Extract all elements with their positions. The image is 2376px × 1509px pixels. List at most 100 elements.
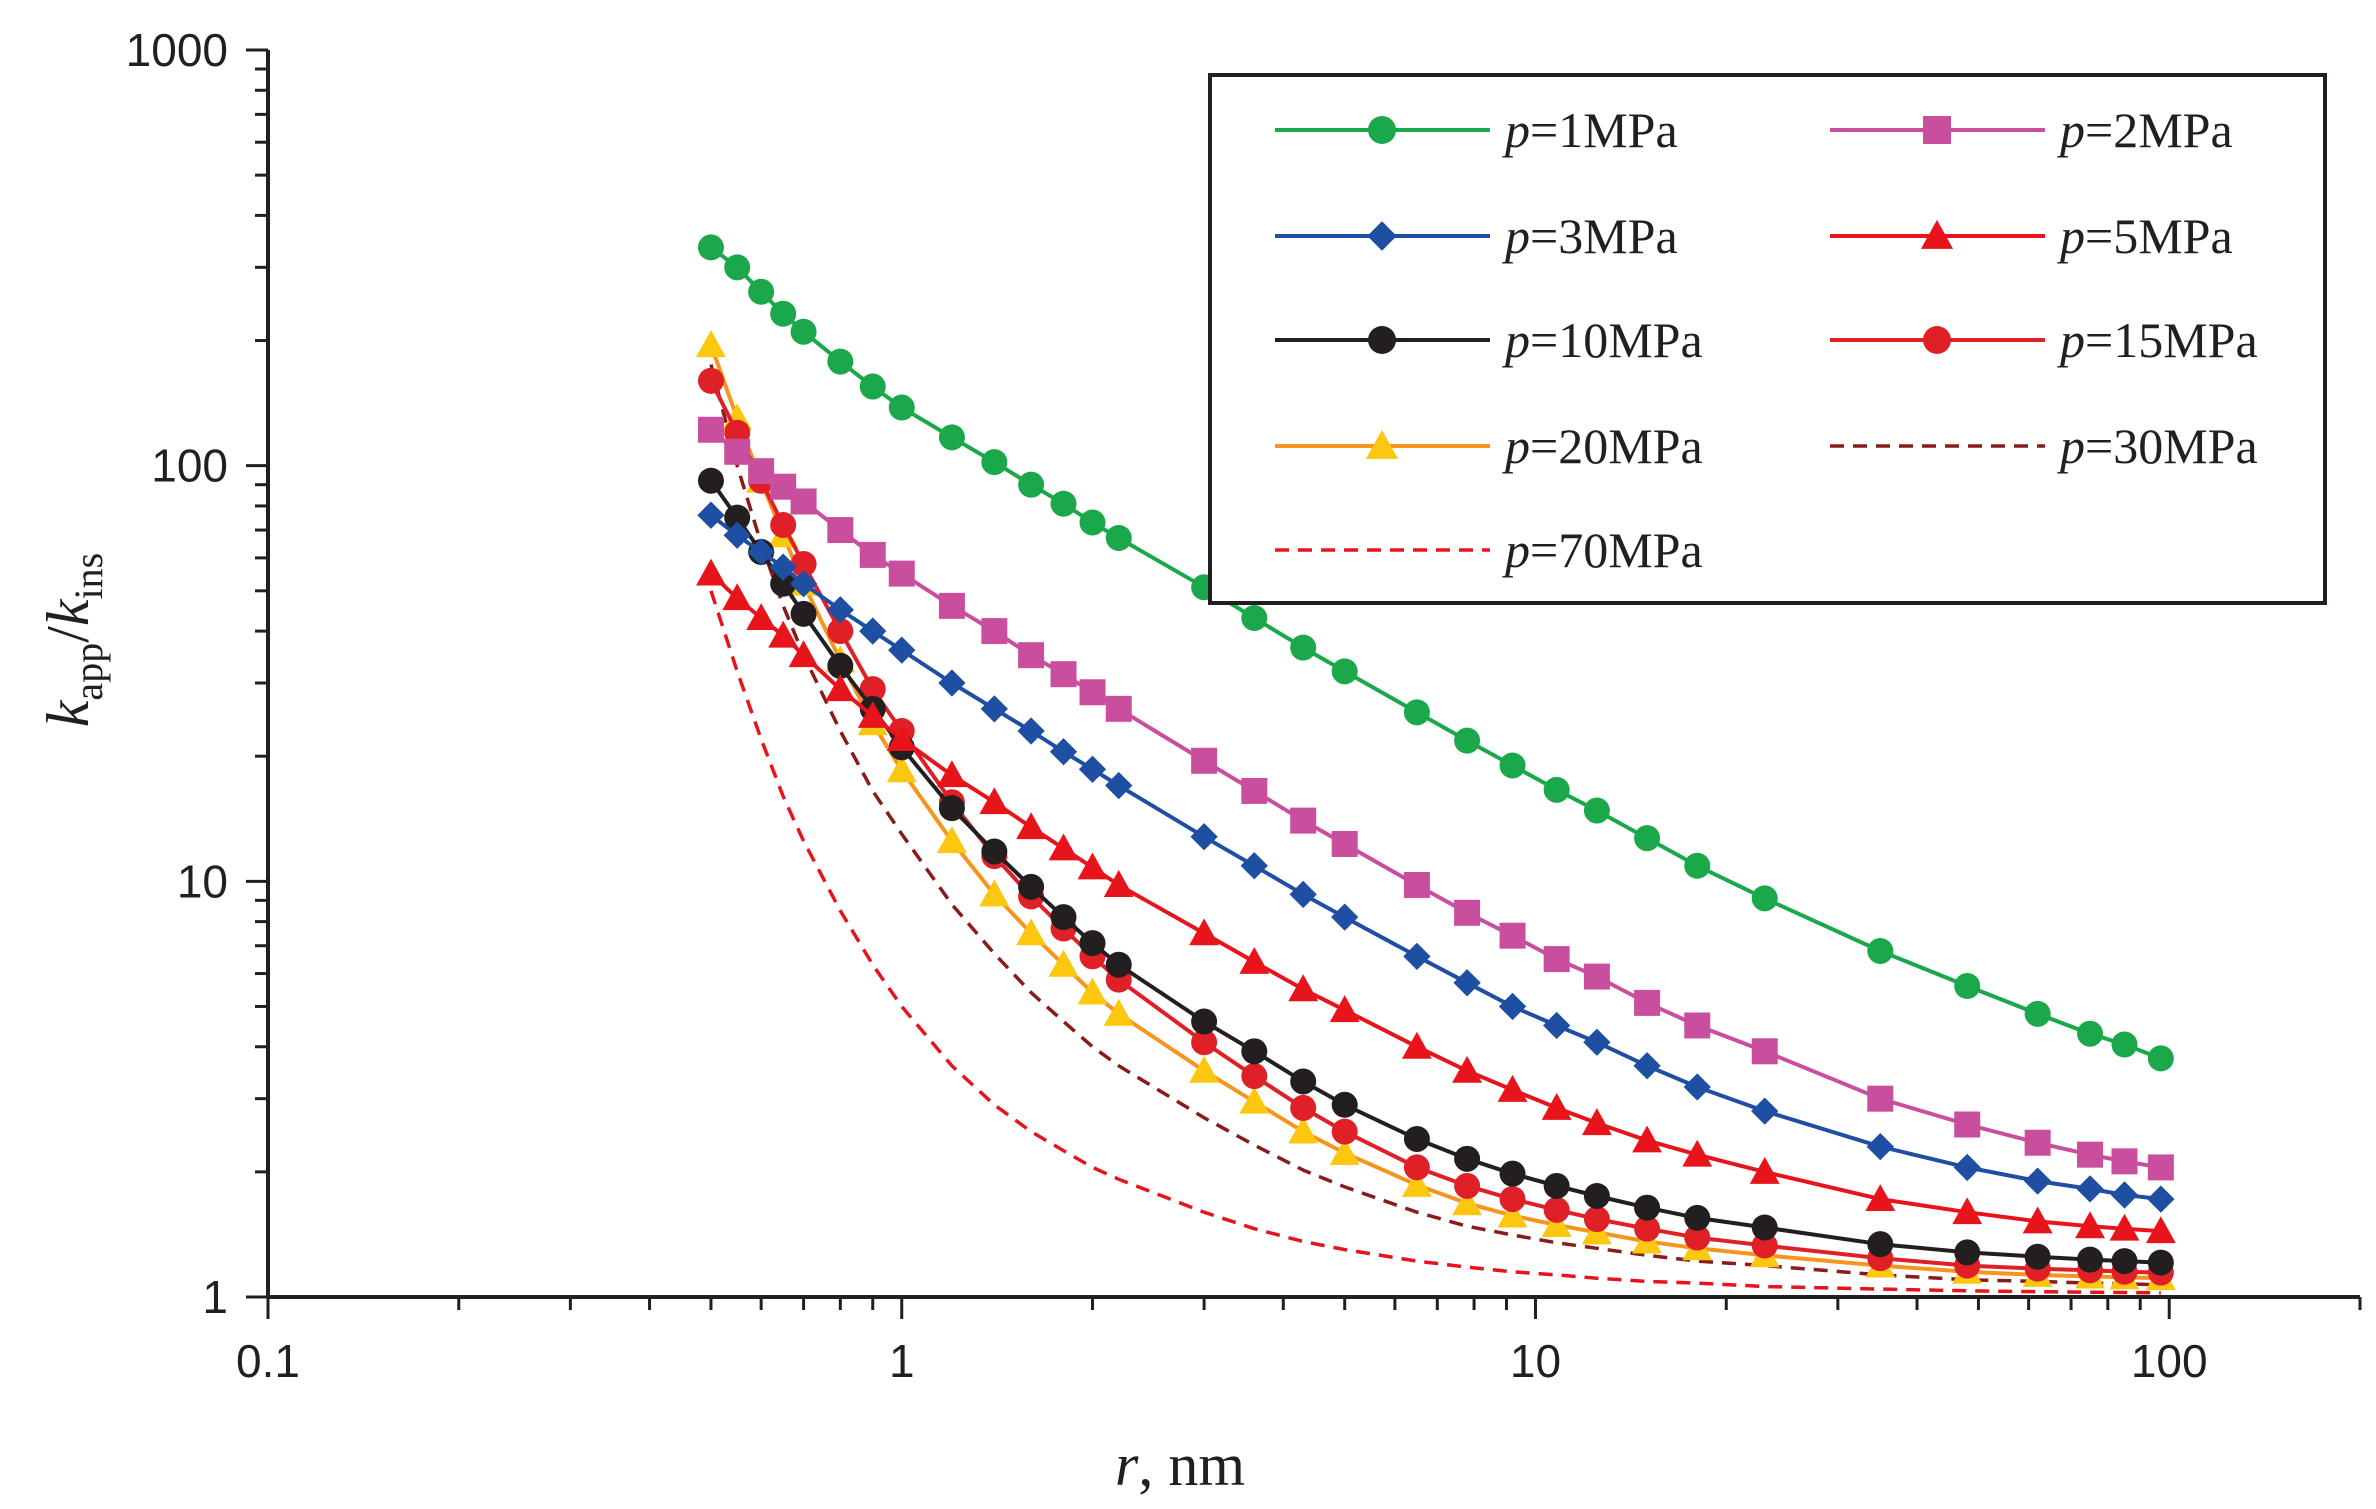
data-point xyxy=(1103,998,1134,1026)
legend-label: p=5MPa xyxy=(2057,208,2233,264)
data-point xyxy=(1016,812,1047,840)
data-point xyxy=(857,700,888,728)
data-point xyxy=(790,600,817,627)
legend-marker xyxy=(1367,221,1397,251)
data-point xyxy=(1078,755,1107,783)
data-point xyxy=(1682,1139,1713,1167)
data-point xyxy=(2147,1185,2175,1213)
data-point xyxy=(746,603,777,630)
data-point xyxy=(1867,937,1894,964)
data-point xyxy=(1497,1074,1528,1102)
legend-entry: p=1MPa xyxy=(1275,102,1678,158)
data-point xyxy=(1191,747,1218,774)
data-point xyxy=(981,618,1008,645)
data-point xyxy=(1331,1091,1358,1118)
data-point xyxy=(1543,946,1570,973)
data-point xyxy=(1541,1210,1572,1237)
data-point xyxy=(697,501,725,529)
legend-label: p=15MPa xyxy=(2057,312,2258,368)
data-point xyxy=(2024,1243,2051,1270)
legend-entry: p=70MPa xyxy=(1275,522,1703,578)
legend-label: p=30MPa xyxy=(2057,418,2258,474)
data-point xyxy=(886,755,917,783)
data-point xyxy=(2024,1000,2051,1027)
data-point xyxy=(770,570,797,597)
data-point xyxy=(1079,509,1106,536)
legend-marker xyxy=(1920,219,1954,249)
x-tick-label: 0.1 xyxy=(236,1335,300,1387)
data-point xyxy=(1105,951,1132,978)
data-point xyxy=(1403,871,1430,898)
data-point xyxy=(827,652,854,679)
data-point xyxy=(2109,1213,2140,1241)
data-point xyxy=(697,367,724,394)
data-point xyxy=(1497,1200,1528,1228)
data-point xyxy=(1454,899,1481,926)
data-point xyxy=(1499,752,1526,779)
legend-label: p=1MPa xyxy=(1502,102,1678,158)
data-point xyxy=(1331,1118,1358,1145)
data-point xyxy=(1632,1125,1663,1153)
legend-marker xyxy=(1368,326,1396,354)
data-point xyxy=(1050,904,1077,931)
data-point xyxy=(1953,1153,1981,1182)
data-point xyxy=(1241,1038,1268,1065)
data-point xyxy=(748,458,775,485)
y-axis-title: kapp/kins xyxy=(35,553,111,727)
data-point xyxy=(888,394,915,421)
data-point xyxy=(1241,1063,1268,1090)
x-tick-label: 1 xyxy=(889,1335,915,1387)
data-point xyxy=(1290,1068,1317,1095)
data-point xyxy=(1048,949,1079,977)
data-point xyxy=(979,879,1010,907)
data-point xyxy=(2076,1175,2104,1203)
data-point xyxy=(1499,1186,1526,1213)
data-point xyxy=(859,617,887,645)
data-point xyxy=(886,724,917,751)
series-line xyxy=(709,590,2161,1295)
data-point xyxy=(789,570,818,598)
data-point xyxy=(2110,1181,2139,1209)
x-axis-title: r, nm xyxy=(1115,1432,1245,1498)
data-point xyxy=(1331,830,1358,857)
data-point xyxy=(826,596,854,624)
series-p2mpa xyxy=(697,416,2174,1181)
data-point xyxy=(790,488,817,515)
series-p30mpa xyxy=(709,364,2161,1287)
series-p70mpa xyxy=(709,590,2161,1295)
data-point xyxy=(1684,852,1711,879)
series-line xyxy=(709,513,2162,1202)
data-point xyxy=(697,416,724,443)
data-point xyxy=(936,760,967,788)
data-point xyxy=(1499,922,1526,949)
data-point xyxy=(2147,1154,2174,1181)
data-point xyxy=(1865,1184,1896,1212)
data-point xyxy=(722,583,753,611)
data-point xyxy=(979,787,1010,815)
series-p1mpa xyxy=(697,234,2174,1072)
data-point xyxy=(1191,1029,1218,1056)
series-layer xyxy=(696,234,2176,1295)
legend-entry: p=20MPa xyxy=(1275,418,1703,474)
data-point xyxy=(1018,471,1045,498)
data-point xyxy=(1290,634,1317,661)
data-point xyxy=(859,676,886,703)
data-point xyxy=(1543,1196,1570,1223)
data-point xyxy=(1077,977,1108,1005)
data-point xyxy=(2075,1211,2105,1239)
data-point xyxy=(1049,738,1078,766)
data-point xyxy=(1105,524,1132,551)
data-point xyxy=(1018,642,1045,669)
data-point xyxy=(888,636,916,664)
legend-label: p=2MPa xyxy=(2057,102,2233,158)
data-point xyxy=(724,254,751,281)
legend-marker xyxy=(1365,429,1399,459)
data-point xyxy=(1684,1224,1711,1251)
data-point xyxy=(1583,797,1610,824)
data-point xyxy=(938,592,965,619)
legend-marker xyxy=(1368,116,1396,144)
data-point xyxy=(827,618,854,645)
data-point xyxy=(1288,974,1319,1002)
data-point xyxy=(2077,1141,2104,1168)
data-point xyxy=(1189,918,1220,946)
